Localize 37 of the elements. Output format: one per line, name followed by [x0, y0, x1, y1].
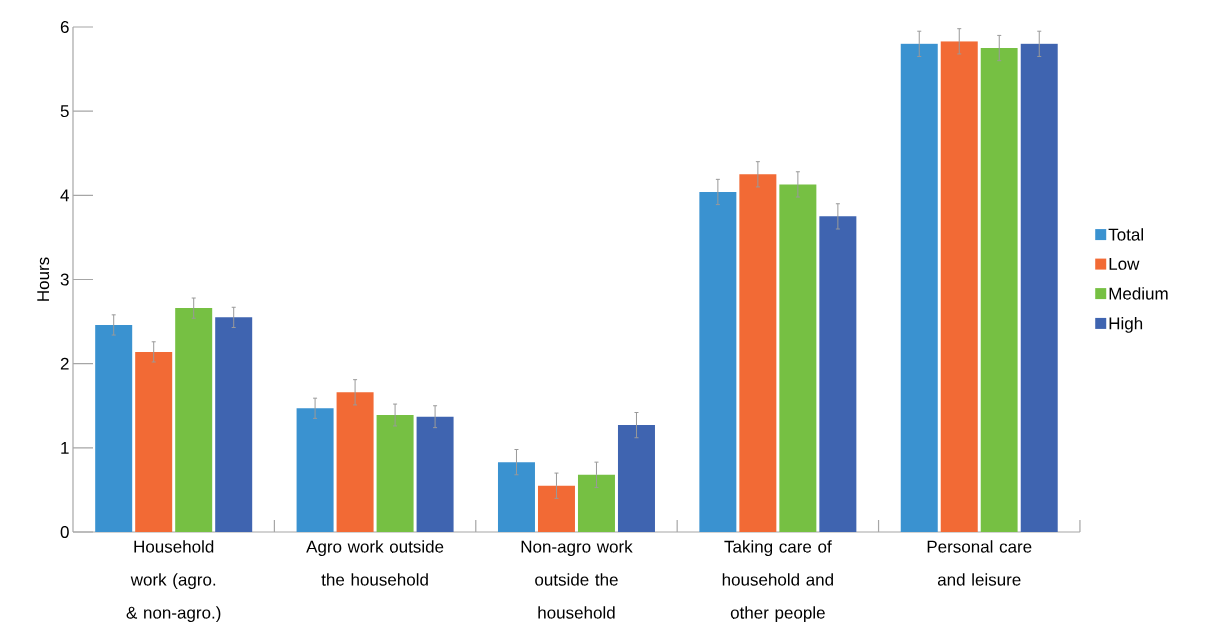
bar [577, 474, 615, 532]
legend-label: High [1109, 317, 1143, 333]
bar [699, 191, 737, 532]
bar [537, 485, 575, 532]
bar [135, 351, 173, 532]
bar [376, 415, 414, 532]
legend-label: Low [1109, 257, 1140, 270]
legend-label: Total [1108, 228, 1143, 241]
y-tick-label: 0 [60, 525, 69, 539]
legend-label: Medium [1109, 287, 1168, 300]
bar [940, 41, 978, 532]
bar [779, 184, 817, 532]
bar [980, 48, 1018, 532]
category-label: Taking care of household and other people [722, 540, 833, 623]
bar [416, 416, 454, 532]
category-label: Non-agro work outside the household [521, 540, 633, 619]
category-label: Household work (agro. & non-agro.) [126, 540, 221, 623]
bar [900, 43, 938, 532]
bar [95, 324, 133, 532]
y-tick-label: 6 [60, 20, 69, 34]
bar [617, 425, 655, 532]
y-axis-title: Hours [37, 257, 50, 301]
y-tick-label: 3 [60, 273, 69, 286]
bar [336, 392, 374, 532]
bar [215, 317, 253, 532]
bar [497, 462, 535, 532]
category-label: Personal care and leisure [927, 540, 1032, 586]
bar [175, 308, 213, 532]
x-tick-label: Agro work outside the household [306, 540, 444, 586]
bar [1020, 43, 1058, 532]
bar [296, 408, 334, 532]
bar [819, 216, 857, 532]
bar [739, 174, 777, 532]
y-tick-label: 2 [60, 357, 69, 370]
y-tick-label: 1 [61, 441, 69, 454]
y-tick-label: 5 [60, 105, 69, 118]
y-tick-label: 4 [60, 189, 69, 202]
